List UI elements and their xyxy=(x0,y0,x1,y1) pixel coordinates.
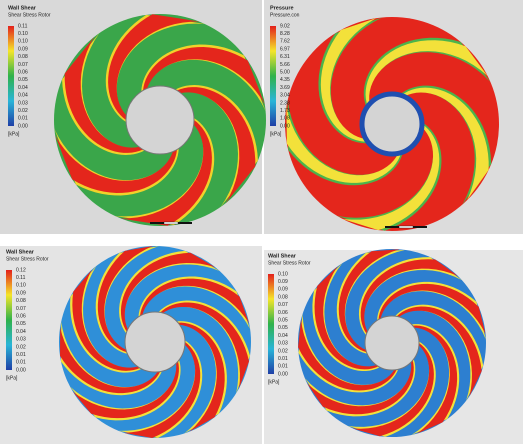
legend-title: Pressure xyxy=(270,5,294,11)
figure: Wall ShearShear Stress Rotor0.110.100.10… xyxy=(0,0,523,444)
legend-value: 0.03 xyxy=(16,337,26,343)
hub xyxy=(362,94,422,154)
legend-subtitle: Shear Stress Rotor xyxy=(8,12,51,18)
legend-value: 0.03 xyxy=(278,341,288,347)
legend-value: 0.04 xyxy=(16,329,26,335)
legend-value: 0.00 xyxy=(278,371,288,377)
legend-value: 0.02 xyxy=(18,108,28,114)
legend-value: 0.06 xyxy=(278,310,288,316)
legend-value: 0.01 xyxy=(278,364,288,370)
legend-value: 0.05 xyxy=(278,325,288,331)
legend-unit: [kPa] xyxy=(268,379,280,385)
legend-value: 0.11 xyxy=(18,23,28,29)
legend-value: 2.38 xyxy=(280,100,290,106)
legend-unit: [kPa] xyxy=(8,131,20,137)
legend-value: 0.01 xyxy=(18,116,28,122)
scale-bar xyxy=(385,226,399,228)
hub xyxy=(365,316,419,370)
legend-value: 0.00 xyxy=(18,123,28,129)
legend-value: 0.08 xyxy=(18,54,28,60)
legend-value: 0.02 xyxy=(16,344,26,350)
legend-title: Wall Shear xyxy=(268,253,297,259)
scale-bar xyxy=(164,222,178,224)
scale-bar xyxy=(413,226,427,228)
colorbar xyxy=(8,26,14,126)
legend-value: 6.97 xyxy=(280,46,290,52)
legend-value: 0.00 xyxy=(280,123,290,129)
legend-value: 0.09 xyxy=(16,290,26,296)
legend-value: 0.11 xyxy=(16,275,26,281)
legend-value: 0.08 xyxy=(16,298,26,304)
legend-value: 3.04 xyxy=(280,93,290,99)
scale-bar xyxy=(150,222,164,224)
legend-value: 5.66 xyxy=(280,62,290,68)
legend-subtitle: Shear Stress Rotor xyxy=(6,256,49,262)
legend-value: 0.08 xyxy=(278,294,288,300)
legend-value: 0.06 xyxy=(18,69,28,75)
disk xyxy=(285,17,499,231)
legend-subtitle: Pressure.con xyxy=(270,12,300,18)
legend-value: 0.10 xyxy=(18,39,28,45)
disk xyxy=(54,14,266,226)
legend-value: 0.07 xyxy=(16,306,26,312)
colorbar xyxy=(6,270,12,370)
legend-value: 0.01 xyxy=(16,352,26,358)
legend-value: 0.12 xyxy=(16,267,26,273)
scale-bar xyxy=(399,226,413,228)
scale-bar xyxy=(178,222,192,224)
colorbar xyxy=(268,274,274,374)
legend-value: 0.10 xyxy=(18,31,28,37)
legend-value: 0.03 xyxy=(18,100,28,106)
legend-value: 0.06 xyxy=(16,313,26,319)
legend-value: 0.05 xyxy=(16,321,26,327)
legend-value: 0.01 xyxy=(16,360,26,366)
colorbar xyxy=(270,26,276,126)
hub xyxy=(125,312,185,372)
legend-value: 0.09 xyxy=(278,279,288,285)
legend-value: 0.07 xyxy=(18,62,28,68)
legend-title: Wall Shear xyxy=(6,249,35,255)
legend-value: 0.10 xyxy=(278,271,288,277)
legend-value: 0.05 xyxy=(18,77,28,83)
legend-value: 0.05 xyxy=(278,317,288,323)
legend-value: 5.00 xyxy=(280,69,290,75)
legend-value: 0.07 xyxy=(278,302,288,308)
legend-value: 0.00 xyxy=(16,367,26,373)
legend-value: 3.69 xyxy=(280,85,290,91)
legend-value: 0.09 xyxy=(18,46,28,52)
disk xyxy=(298,249,486,437)
legend-value: 0.02 xyxy=(278,348,288,354)
legend-value: 1.08 xyxy=(280,116,290,122)
legend-value: 0.04 xyxy=(18,85,28,91)
legend-value: 7.62 xyxy=(280,39,290,45)
disk xyxy=(59,246,251,438)
legend-value: 0.04 xyxy=(278,333,288,339)
legend-unit: [kPa] xyxy=(6,375,18,381)
legend-value: 4.35 xyxy=(280,77,290,83)
legend-unit: [kPa] xyxy=(270,131,282,137)
hub xyxy=(126,86,194,154)
legend-value: 6.31 xyxy=(280,54,290,60)
legend-title: Wall Shear xyxy=(8,5,37,11)
legend-value: 0.09 xyxy=(278,287,288,293)
legend-value: 0.04 xyxy=(18,93,28,99)
legend-value: 8.28 xyxy=(280,31,290,37)
legend-value: 1.73 xyxy=(280,108,290,114)
legend-value: 0.10 xyxy=(16,283,26,289)
legend-value: 9.02 xyxy=(280,23,290,29)
legend-subtitle: Shear Stress Rotor xyxy=(268,260,311,266)
legend-value: 0.01 xyxy=(278,356,288,362)
